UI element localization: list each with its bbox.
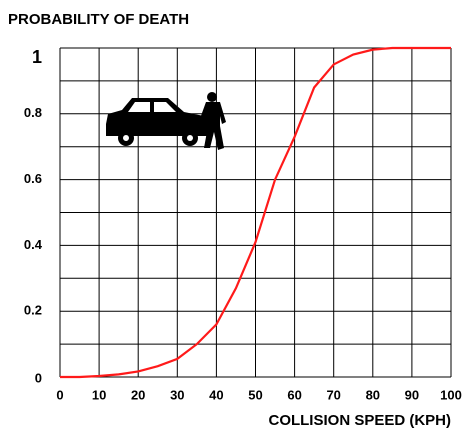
x-tick-label: 100 [440, 387, 462, 402]
x-tick-label: 0 [56, 387, 63, 402]
x-axis-label: COLLISION SPEED (KPH) [268, 412, 451, 429]
y-tick-label: 0 [35, 370, 42, 385]
x-tick-label: 90 [405, 387, 419, 402]
x-tick-label: 70 [326, 387, 340, 402]
x-tick-label: 30 [170, 387, 184, 402]
y-tick-label: 1 [32, 47, 42, 67]
y-tick-label: 0.8 [24, 105, 42, 120]
x-tick-label: 60 [287, 387, 301, 402]
y-tick-label: 0.6 [24, 171, 42, 186]
x-tick-label: 10 [92, 387, 106, 402]
chart: PROBABILITY OF DEATH COLLISION SPEED (KP… [0, 0, 467, 437]
x-tick-label: 50 [248, 387, 262, 402]
x-tick-label: 40 [209, 387, 223, 402]
chart-title: PROBABILITY OF DEATH [8, 11, 189, 28]
y-tick-label: 0.2 [24, 303, 42, 318]
y-tick-label: 0.4 [24, 237, 43, 252]
x-tick-label: 20 [131, 387, 145, 402]
car-pedestrian-icon [106, 92, 226, 150]
plot-area: 0 10 20 30 40 50 60 70 80 90 100 0 0.2 0.4 0.6 0.8 1 [24, 47, 462, 403]
x-tick-label: 80 [366, 387, 380, 402]
